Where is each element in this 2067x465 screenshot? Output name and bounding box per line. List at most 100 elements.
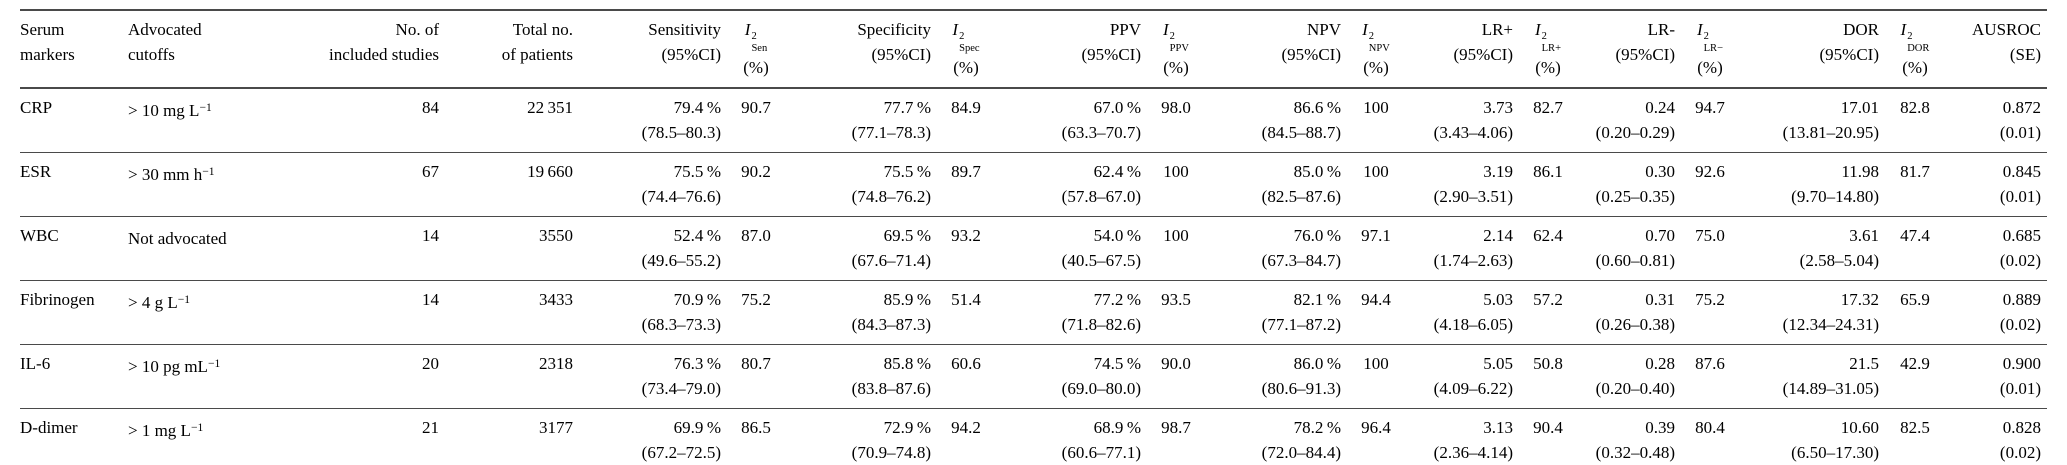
cell-i2-lr-minus: 94.7 bbox=[1695, 98, 1725, 118]
ci-line: (57.8–67.0) bbox=[1061, 187, 1141, 207]
cell-i2-spec: 84.9 bbox=[951, 98, 981, 118]
cell-lr-minus: 0.70 (0.60–0.81) bbox=[1577, 216, 1681, 281]
table-row-wbc: WBC Not advocated 14 3550 52.4 % (49.6–55… bbox=[20, 216, 2047, 281]
cell-num-studies: 21 bbox=[293, 408, 445, 465]
cell-i2-dor: 82.5 bbox=[1885, 408, 1945, 465]
cell-ausroc: 0.685 (0.02) bbox=[1945, 216, 2047, 281]
ci-line: (63.3–70.7) bbox=[1061, 123, 1141, 143]
ci-line: (67.6–71.4) bbox=[851, 251, 931, 271]
header-line: I 2 LR− bbox=[1681, 17, 1739, 55]
header-i2-sen: I 2 Sen (%) bbox=[727, 10, 785, 90]
header-npv: NPV (95%CI) bbox=[1205, 10, 1347, 90]
cutoff-exponent: −1 bbox=[190, 421, 204, 435]
cell-lr-minus: 0.30 (0.25–0.35) bbox=[1577, 152, 1681, 217]
header-line: Serum bbox=[20, 20, 65, 39]
cell-i2-sen: 87.0 bbox=[727, 216, 785, 281]
cutoff-text: > 10 mg L bbox=[128, 101, 200, 121]
header-line: (95%CI) bbox=[1081, 45, 1141, 64]
cell-dor: 21.5 (14.89–31.05) bbox=[1739, 344, 1885, 409]
ci-line: (74.4–76.6) bbox=[641, 187, 721, 207]
cell-ppv: 62.4 % (57.8–67.0) bbox=[995, 152, 1147, 217]
cell-ausroc: 0.872 (0.01) bbox=[1945, 88, 2047, 153]
cell-i2-dor: 65.9 bbox=[1885, 280, 1945, 345]
value-line: 75.5 % bbox=[883, 162, 931, 182]
ci-line: (4.09–6.22) bbox=[1433, 379, 1513, 399]
header-i2-lr-plus: I 2 LR+ (%) bbox=[1519, 10, 1577, 90]
cell-advocated-cutoff: > 10 pg mL−1 bbox=[128, 344, 293, 409]
cell-lr-plus: 2.14 (1.74–2.63) bbox=[1405, 216, 1519, 281]
value-line: 62.4 % bbox=[1093, 162, 1141, 182]
ci-line: (0.01) bbox=[1999, 123, 2041, 143]
cell-lr-plus: 5.03 (4.18–6.05) bbox=[1405, 280, 1519, 345]
superscript: 2 bbox=[1368, 31, 1375, 43]
header-line: (%) bbox=[953, 58, 979, 78]
supsub: 2 LR− bbox=[1704, 31, 1723, 55]
subscript: LR− bbox=[1703, 43, 1724, 55]
value-line: 77.7 % bbox=[883, 98, 931, 118]
cell-lr-minus: 0.28 (0.20–0.40) bbox=[1577, 344, 1681, 409]
ci-line: (12.34–24.31) bbox=[1782, 315, 1879, 335]
header-line: (%) bbox=[1535, 58, 1561, 78]
ci-line: (49.6–55.2) bbox=[641, 251, 721, 271]
header-line: Sensitivity bbox=[648, 20, 721, 39]
cell-i2-spec: 51.4 bbox=[937, 280, 995, 345]
cutoff-exponent: −1 bbox=[199, 101, 212, 115]
cell-i2-spec: 89.7 bbox=[937, 152, 995, 217]
ci-line: (2.58–5.04) bbox=[1799, 251, 1879, 271]
cell-dor: 17.32 (12.34–24.31) bbox=[1739, 280, 1885, 345]
cell-i2-dor: 81.7 bbox=[1885, 152, 1945, 217]
ci-line: (9.70–14.80) bbox=[1791, 187, 1879, 207]
ci-line: (2.90–3.51) bbox=[1433, 187, 1513, 207]
header-line: (%) bbox=[1697, 58, 1723, 78]
superscript: 2 bbox=[1703, 31, 1709, 43]
ci-line: (14.89–31.05) bbox=[1782, 379, 1879, 399]
i-symbol: I bbox=[1696, 20, 1703, 39]
table-row-crp: CRP > 10 mg L−1 84 22 351 79.4 % (78.5–80… bbox=[20, 88, 2047, 153]
header-line: markers bbox=[20, 45, 75, 64]
header-i2-lr-minus: I 2 LR− (%) bbox=[1681, 10, 1739, 90]
supsub: 2 Sen bbox=[751, 31, 767, 55]
header-i2-dor: I 2 DOR (%) bbox=[1885, 10, 1945, 90]
value-line: 76.3 % bbox=[673, 354, 721, 374]
ci-line: (84.3–87.3) bbox=[851, 315, 931, 335]
cell-i2-ppv: 98.7 bbox=[1147, 408, 1205, 465]
cell-serum-marker: IL-6 bbox=[20, 344, 128, 409]
cell-i2-lr-plus: 90.4 bbox=[1519, 408, 1577, 465]
header-line: I 2 LR+ bbox=[1519, 17, 1577, 55]
header-line: I 2 PPV bbox=[1147, 17, 1205, 55]
superscript: 2 bbox=[1541, 31, 1547, 43]
cell-i2-lr-plus: 82.7 bbox=[1533, 98, 1563, 118]
cell-i2-npv: 100 bbox=[1363, 98, 1389, 118]
cell-ppv: 54.0 % (40.5–67.5) bbox=[995, 216, 1147, 281]
cell-advocated-cutoff: > 1 mg L−1 bbox=[128, 408, 293, 465]
cell-npv: 85.0 % (82.5–87.6) bbox=[1205, 152, 1347, 217]
cell-i2-npv: 100 bbox=[1347, 152, 1405, 217]
header-line: LR+ bbox=[1481, 20, 1513, 39]
header-ppv: PPV (95%CI) bbox=[995, 10, 1147, 90]
ci-line: (84.5–88.7) bbox=[1261, 123, 1341, 143]
ci-line: (0.32–0.48) bbox=[1595, 443, 1675, 463]
cell-lr-minus: 0.39 (0.32–0.48) bbox=[1577, 408, 1681, 465]
cell-serum-marker: D-dimer bbox=[20, 408, 128, 465]
header-line: (%) bbox=[743, 58, 769, 78]
ci-line: (4.18–6.05) bbox=[1433, 315, 1513, 335]
value-line: 11.98 bbox=[1841, 162, 1879, 182]
header-line: NPV bbox=[1306, 20, 1341, 39]
cell-i2-ppv: 90.0 bbox=[1147, 344, 1205, 409]
cell-i2-npv: 97.1 bbox=[1347, 216, 1405, 281]
value-line: 85.9 % bbox=[883, 290, 931, 310]
cell-sensitivity: 75.5 % (74.4–76.6) bbox=[579, 152, 727, 217]
value-line: 0.685 bbox=[2002, 226, 2041, 246]
header-line: (95%CI) bbox=[661, 45, 721, 64]
value-line: 79.4 % bbox=[673, 98, 721, 118]
ci-line: (1.74–2.63) bbox=[1433, 251, 1513, 271]
table-row-ddimer: D-dimer > 1 mg L−1 21 3177 69.9 % (67.2–7… bbox=[20, 408, 2047, 465]
cell-serum-marker: ESR bbox=[20, 152, 128, 217]
cell-i2-ppv: 93.5 bbox=[1147, 280, 1205, 345]
cell-specificity: 77.7 % (77.1–78.3) bbox=[785, 88, 937, 153]
cell-serum-marker: Fibrinogen bbox=[20, 280, 128, 345]
ci-line: (0.01) bbox=[1999, 187, 2041, 207]
ci-line: (0.20–0.29) bbox=[1595, 123, 1675, 143]
header-line: I 2 NPV bbox=[1347, 17, 1405, 55]
cell-serum-marker: WBC bbox=[20, 216, 128, 281]
